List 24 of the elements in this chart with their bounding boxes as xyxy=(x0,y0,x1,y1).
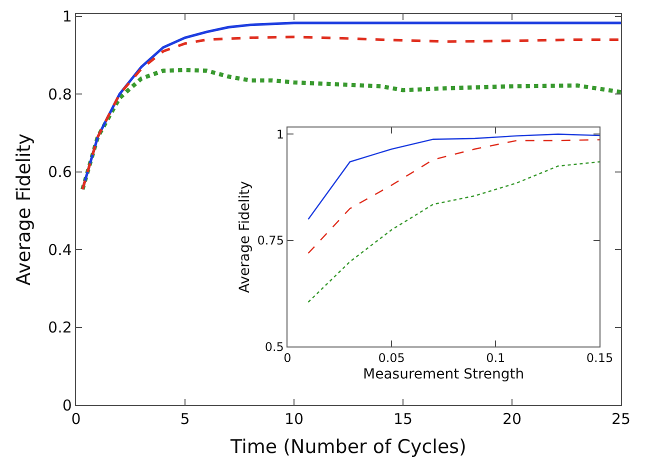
x-tick-label: 0.1 xyxy=(486,351,506,366)
y-tick-label: 1 xyxy=(62,8,72,26)
x-tick-label: 20 xyxy=(502,410,522,428)
y-tick-label: 0 xyxy=(62,396,72,414)
y-tick-label: 1 xyxy=(276,127,284,142)
line-series xyxy=(308,161,600,303)
y-axis-title: Average Fidelity xyxy=(236,181,253,294)
x-tick-label: 0.15 xyxy=(586,351,614,366)
y-axis-title: Average Fidelity xyxy=(12,134,35,286)
x-tick-label: 25 xyxy=(611,410,631,428)
y-tick-label: 0.5 xyxy=(264,340,284,354)
x-tick-label: 10 xyxy=(284,410,304,428)
x-axis-title: Measurement Strength xyxy=(363,366,524,383)
y-tick-label: 0.4 xyxy=(48,240,72,259)
y-tick-label: 0.2 xyxy=(48,318,72,337)
line-series xyxy=(308,134,600,220)
x-axis-title: Time (Number of Cycles) xyxy=(230,436,466,458)
x-tick-label: 15 xyxy=(393,410,413,428)
x-tick-label: 5 xyxy=(180,410,190,428)
y-tick-label: 0.6 xyxy=(48,163,72,182)
x-tick-label: 0.05 xyxy=(378,351,405,366)
y-tick-label: 0.8 xyxy=(48,85,72,104)
y-tick-label: 0.75 xyxy=(257,234,284,248)
line-series xyxy=(308,139,600,254)
